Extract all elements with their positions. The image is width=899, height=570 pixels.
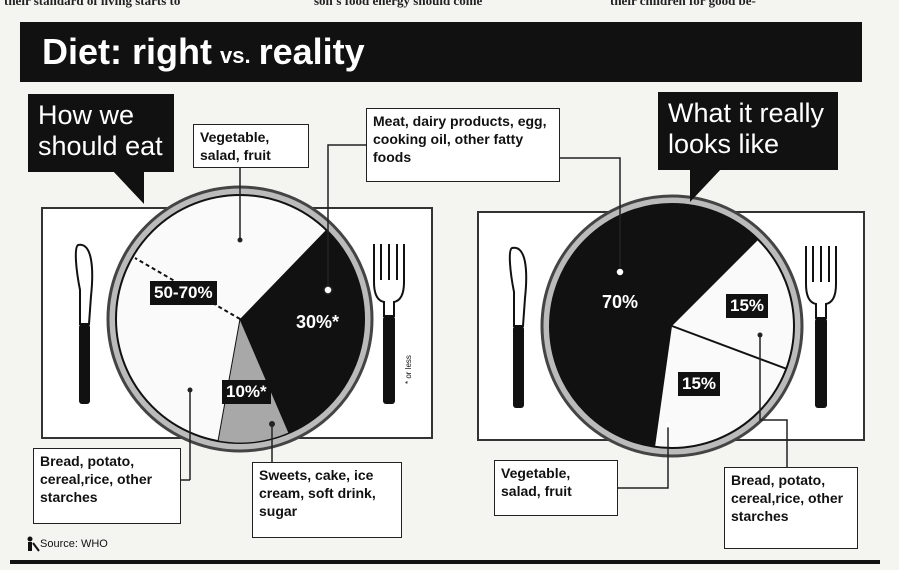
knife-icon [74, 243, 94, 404]
label-bread-right: Bread, potato, cereal,rice, other starch… [724, 467, 858, 549]
text-col1: their standard of living starts to [4, 0, 181, 8]
footnote-or-less: * or less [404, 355, 413, 384]
title-banner: Diet: right vs. reality [20, 22, 862, 82]
leader-lines-right [560, 157, 788, 489]
source-credit: Source: WHO [18, 538, 108, 550]
pct-10: 10%* [222, 380, 271, 404]
label-veg-left: Vegetable, salad, fruit [193, 124, 309, 168]
callout-really-looks-text: What it really looks like [668, 98, 825, 159]
text-col2: son's food energy should come [314, 0, 483, 8]
source-text: Source: WHO [40, 538, 108, 550]
leader-lines-left [180, 144, 369, 481]
callout-really-looks: What it really looks like [658, 92, 838, 170]
fork-icon [373, 244, 405, 404]
pie-chart-should [106, 185, 374, 453]
pct-70: 70% [602, 292, 639, 312]
source-logo-icon [27, 536, 40, 552]
pct-15-bread: 15% [726, 294, 769, 318]
callout-should-eat: How we should eat [28, 94, 174, 172]
pct-50-70: 50-70% [150, 281, 217, 305]
callout-should-eat-text: How we should eat [38, 100, 163, 161]
text-col3: their children for good be- [610, 0, 756, 8]
pie-chart-reality [540, 194, 804, 458]
knife-icon [508, 246, 528, 408]
callout-tail [690, 168, 722, 202]
title-end: reality [258, 31, 365, 72]
pie-slice-fatty [240, 230, 364, 433]
pct-15-veg: 15% [678, 372, 721, 396]
fork-icon [805, 246, 837, 408]
label-bread-left: Bread, potato, cereal,rice, other starch… [33, 448, 181, 524]
title-main: Diet: right [42, 31, 212, 72]
newspaper-text-fragment: their standard of living starts to son's… [0, 0, 899, 11]
label-sweets: Sweets, cake, ice cream, soft drink, sug… [252, 462, 402, 538]
label-meat: Meat, dairy products, egg, cooking oil, … [366, 108, 560, 182]
title-vs: vs. [219, 43, 251, 68]
pie-slice-fatty-reality [549, 204, 758, 447]
pie-divider [671, 325, 788, 370]
pct-30: 30%* [296, 312, 340, 332]
label-veg-right: Vegetable, salad, fruit [494, 460, 618, 516]
callout-tail [112, 170, 144, 204]
